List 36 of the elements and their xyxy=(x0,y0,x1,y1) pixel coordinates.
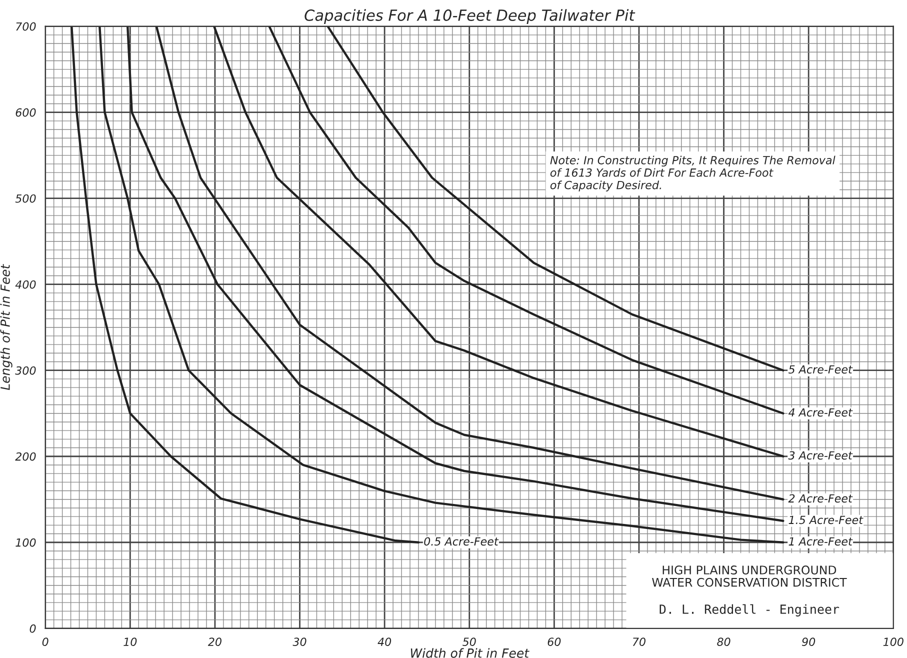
line-series xyxy=(213,26,784,458)
series-label: 2 Acre-Feet xyxy=(788,494,853,503)
y-axis-title: Length of Pit in Feet xyxy=(0,264,12,390)
x-tick-label: 0 xyxy=(42,638,48,646)
line-series xyxy=(70,26,420,544)
annotation: HIGH PLAINS UNDERGROUND WATER CONSERVATION DISTRICT xyxy=(652,566,847,587)
x-tick-label: 50 xyxy=(462,638,476,646)
x-tick-label: 30 xyxy=(292,638,306,646)
y-tick-label: 200 xyxy=(15,452,36,461)
x-tick-label: 100 xyxy=(883,638,904,646)
y-tick-label: 700 xyxy=(16,22,36,31)
x-tick-label: 20 xyxy=(208,638,222,646)
x-tick-label: 90 xyxy=(802,638,816,646)
chart-title: Capacities For A 10-Feet Deep Tailwater Pit xyxy=(304,9,636,24)
y-tick-label: 500 xyxy=(15,194,36,203)
y-tick-label: 400 xyxy=(15,280,36,289)
x-tick-label: 60 xyxy=(548,638,561,646)
y-tick-label: 600 xyxy=(16,108,36,117)
x-tick-label: 80 xyxy=(717,638,730,646)
x-tick-label: 10 xyxy=(124,638,137,646)
x-tick-label: 40 xyxy=(378,638,392,646)
annotation: Note: In Constructing Pits, It Requires The Removal of 1613 Yards of Dirt For Each Acre-Foot of Capacity Desired. xyxy=(550,156,836,192)
series-label: 4 Acre-Feet xyxy=(788,408,853,417)
annotation: D. L. Reddell - Engineer xyxy=(660,604,840,616)
series-label: 1 Acre-Feet xyxy=(788,537,853,546)
series-label: 5 Acre-Feet xyxy=(788,365,853,374)
line-series xyxy=(268,26,784,414)
series-label: 3 Acre-Feet xyxy=(788,451,853,460)
x-tick-label: 70 xyxy=(632,638,646,646)
y-tick-label: 100 xyxy=(16,538,36,547)
line-series xyxy=(326,26,784,372)
x-axis-title: Width of Pit in Feet xyxy=(410,648,530,658)
series-label: 1.5 Acre-Feet xyxy=(788,516,864,524)
series-label: 0.5 Acre-Feet xyxy=(424,537,499,546)
y-tick-label: 300 xyxy=(15,366,36,375)
y-tick-label: 0 xyxy=(30,624,36,633)
